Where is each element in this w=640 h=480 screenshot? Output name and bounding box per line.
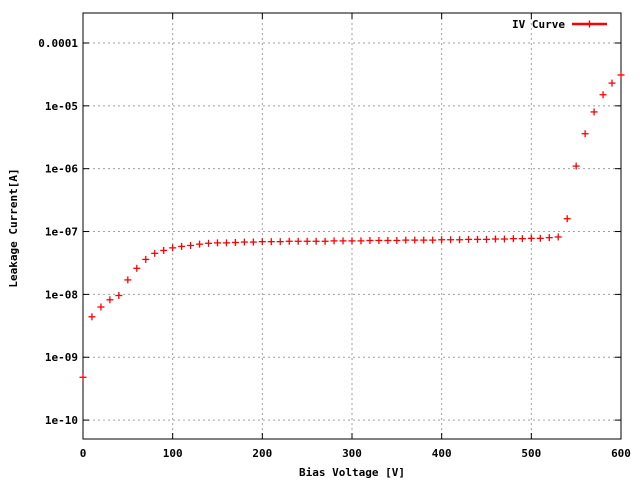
data-point bbox=[169, 244, 177, 252]
data-point bbox=[527, 234, 535, 242]
data-point bbox=[545, 234, 553, 242]
data-point bbox=[133, 264, 141, 272]
data-point bbox=[456, 236, 464, 244]
y-tick-label: 0.0001 bbox=[38, 37, 78, 50]
x-tick-label: 400 bbox=[432, 447, 452, 460]
data-point bbox=[294, 237, 302, 245]
data-point bbox=[187, 241, 195, 249]
data-point bbox=[330, 237, 338, 245]
data-point bbox=[572, 162, 580, 170]
data-point bbox=[339, 237, 347, 245]
data-point bbox=[617, 71, 625, 79]
data-point bbox=[393, 237, 401, 245]
data-point bbox=[348, 237, 356, 245]
y-axis-title: Leakage Current[A] bbox=[7, 168, 20, 287]
data-point bbox=[196, 240, 204, 248]
data-point bbox=[267, 238, 275, 246]
legend: IV Curve bbox=[512, 18, 607, 31]
data-point bbox=[205, 239, 213, 247]
data-point bbox=[554, 233, 562, 241]
data-point bbox=[303, 237, 311, 245]
data-point bbox=[483, 235, 490, 243]
data-point bbox=[115, 291, 123, 299]
data-point bbox=[420, 236, 428, 244]
data-point bbox=[402, 236, 410, 244]
x-tick-label: 0 bbox=[80, 447, 87, 460]
data-point bbox=[563, 215, 571, 223]
data-point bbox=[429, 236, 437, 244]
data-point bbox=[357, 237, 365, 245]
data-point bbox=[97, 303, 105, 311]
data-point bbox=[366, 237, 374, 245]
data-point bbox=[178, 242, 186, 250]
y-tick-label: 1e-06 bbox=[45, 163, 78, 176]
legend-label-iv-curve: IV Curve bbox=[512, 18, 565, 31]
data-point bbox=[321, 237, 329, 245]
data-point bbox=[249, 238, 257, 246]
data-point bbox=[518, 235, 526, 243]
data-point bbox=[599, 91, 607, 99]
data-point bbox=[160, 246, 168, 254]
data-point bbox=[222, 239, 230, 247]
data-point bbox=[608, 79, 616, 87]
y-tick-label: 1e-08 bbox=[45, 288, 78, 301]
data-point bbox=[509, 235, 517, 243]
data-point bbox=[231, 238, 239, 246]
y-tick-label: 1e-05 bbox=[45, 100, 78, 113]
y-tick-label: 1e-07 bbox=[45, 226, 78, 239]
data-point bbox=[384, 237, 392, 245]
data-point bbox=[375, 237, 383, 245]
data-point bbox=[79, 373, 87, 381]
data-point bbox=[124, 276, 132, 284]
y-tick-label: 1e-09 bbox=[45, 351, 78, 364]
data-point bbox=[106, 296, 114, 304]
data-point bbox=[285, 237, 293, 245]
axis-ticks: 0 100 200 300 400 500 600 1e-10 1e-09 1e-08 1e-07 1… bbox=[38, 13, 631, 460]
data-point bbox=[590, 108, 598, 116]
data-point bbox=[214, 239, 221, 247]
data-point bbox=[465, 235, 473, 243]
data-point bbox=[142, 255, 150, 263]
data-point bbox=[240, 238, 248, 246]
y-tick-label: 1e-10 bbox=[45, 414, 78, 427]
data-points bbox=[79, 71, 625, 381]
data-point bbox=[474, 235, 482, 243]
x-tick-label: 200 bbox=[252, 447, 272, 460]
plot-frame bbox=[82, 12, 622, 440]
data-point bbox=[151, 249, 159, 257]
data-point bbox=[411, 236, 419, 244]
x-tick-label: 100 bbox=[163, 447, 183, 460]
data-point bbox=[312, 237, 320, 245]
data-point bbox=[536, 234, 544, 242]
data-point bbox=[438, 236, 446, 244]
x-tick-label: 600 bbox=[611, 447, 631, 460]
data-point bbox=[276, 238, 284, 246]
data-point bbox=[258, 238, 266, 246]
data-point bbox=[88, 313, 96, 321]
data-point bbox=[500, 235, 508, 243]
grid-lines bbox=[83, 13, 621, 439]
x-axis-title: Bias Voltage [V] bbox=[299, 466, 405, 479]
data-point bbox=[581, 130, 589, 138]
x-tick-label: 300 bbox=[342, 447, 362, 460]
data-point bbox=[491, 235, 499, 243]
x-tick-label: 500 bbox=[521, 447, 541, 460]
data-point bbox=[447, 236, 455, 244]
